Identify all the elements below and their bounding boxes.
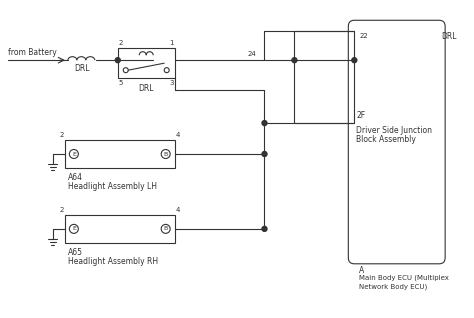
Circle shape xyxy=(115,58,120,63)
Text: 3: 3 xyxy=(169,80,173,86)
Text: 2: 2 xyxy=(60,207,64,213)
Text: Headlight Assembly LH: Headlight Assembly LH xyxy=(68,182,157,191)
Text: 1: 1 xyxy=(169,40,173,46)
Bar xyxy=(65,140,174,168)
Circle shape xyxy=(352,58,357,63)
Bar xyxy=(294,31,355,123)
Text: A64: A64 xyxy=(68,173,83,182)
Text: Block Assembly: Block Assembly xyxy=(356,135,416,144)
Text: E: E xyxy=(72,151,76,156)
Text: B: B xyxy=(164,226,168,232)
Text: A65: A65 xyxy=(68,248,83,257)
Text: 24: 24 xyxy=(247,51,256,57)
Text: 22: 22 xyxy=(359,33,368,39)
Text: DRL: DRL xyxy=(441,32,456,41)
Bar xyxy=(118,48,174,78)
Text: DRL: DRL xyxy=(74,64,90,73)
Text: Headlight Assembly RH: Headlight Assembly RH xyxy=(68,257,158,266)
Circle shape xyxy=(292,58,297,63)
Text: 4: 4 xyxy=(176,207,180,213)
Text: 2F: 2F xyxy=(356,111,365,120)
Text: Main Body ECU (Multiplex: Main Body ECU (Multiplex xyxy=(359,275,449,281)
Text: E: E xyxy=(72,226,76,232)
Text: 2: 2 xyxy=(60,132,64,138)
Circle shape xyxy=(262,121,267,126)
Text: Driver Side Junction: Driver Side Junction xyxy=(356,126,432,135)
Text: 4: 4 xyxy=(176,132,180,138)
Text: B: B xyxy=(164,151,168,156)
Text: Network Body ECU): Network Body ECU) xyxy=(359,284,428,290)
Text: 2: 2 xyxy=(119,40,123,46)
Text: DRL: DRL xyxy=(138,84,154,93)
Circle shape xyxy=(262,151,267,156)
Bar xyxy=(65,215,174,243)
Text: A: A xyxy=(359,266,365,275)
Text: 5: 5 xyxy=(119,80,123,86)
Circle shape xyxy=(262,226,267,232)
Text: from Battery: from Battery xyxy=(8,48,57,57)
